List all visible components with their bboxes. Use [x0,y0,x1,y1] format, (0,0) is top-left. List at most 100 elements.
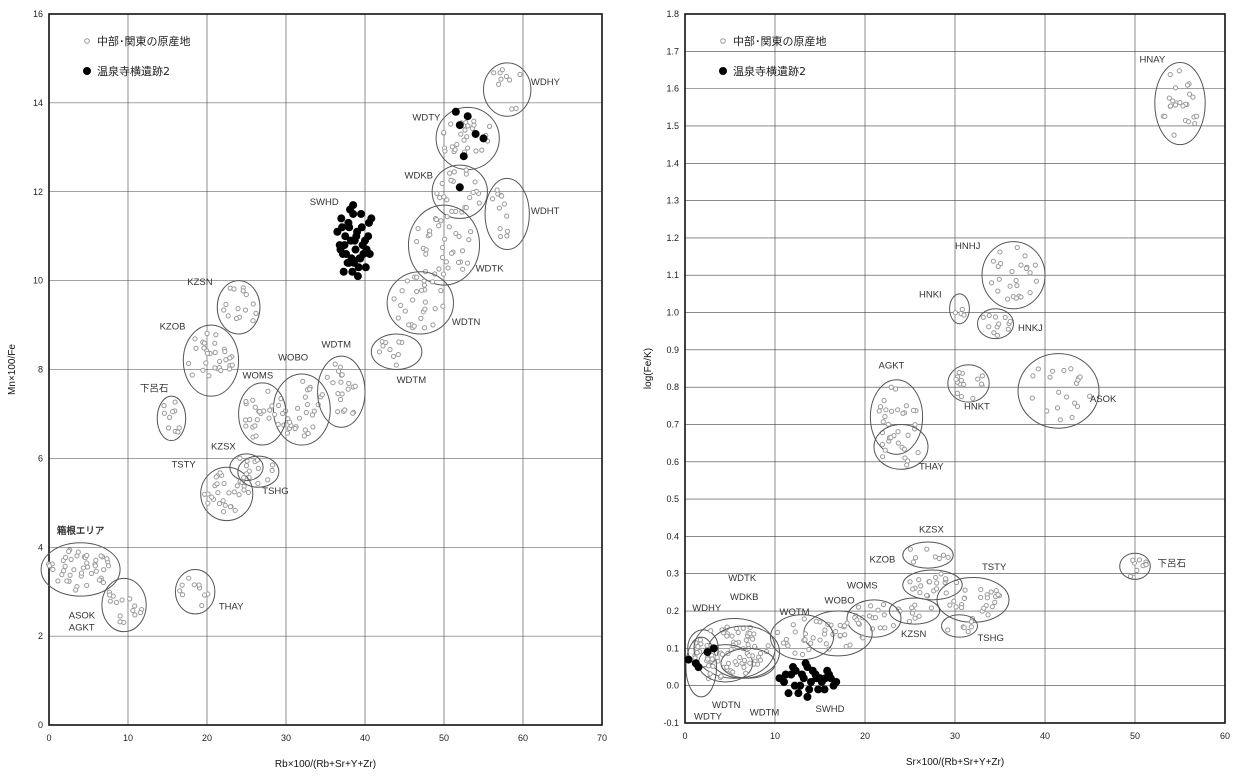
source-point [813,618,819,624]
source-point [757,657,764,663]
source-point [247,417,253,423]
source-point [216,358,223,365]
cluster-label: TSHG [262,486,288,497]
cluster-ellipse [1017,353,1100,429]
source-point [855,604,862,610]
source-point [952,310,958,316]
cluster-label: TSHG [978,633,1004,644]
y-tick-label: 14 [33,98,43,108]
source-point [217,470,223,476]
cluster-label: WOBO [278,353,308,364]
site-point [358,241,367,250]
source-point [1054,405,1061,411]
source-point [1166,95,1172,101]
source-point [743,670,749,676]
source-point [414,238,420,245]
source-point [422,299,428,305]
source-point [177,588,183,594]
source-point [212,349,218,356]
source-point [132,603,138,609]
source-point [961,381,967,388]
source-point [399,288,405,294]
source-point [1057,417,1063,423]
source-point [783,636,789,643]
source-point [714,654,720,661]
source-point [415,225,421,232]
source-point [881,397,887,404]
source-point [1030,373,1036,379]
source-point [780,640,787,646]
source-point [231,489,237,495]
source-point [705,656,711,662]
cluster-label: WDHT [531,206,560,217]
source-point [938,571,944,577]
legend-label-site: 温泉寺横遺跡2 [733,64,806,78]
source-point [1005,326,1011,332]
x-tick-label: 10 [770,731,780,741]
source-point [1167,103,1174,109]
source-point [234,483,240,489]
source-point [486,123,493,129]
source-point [1033,278,1040,284]
legend-marker-site [719,67,727,75]
source-point [910,559,916,565]
source-point [945,554,951,560]
source-point [287,419,293,425]
x-tick-label: 60 [1220,731,1230,741]
site-point [357,223,366,232]
y-axis-label: Mn×100/Fe [7,344,18,395]
source-point [310,424,316,430]
cluster-WDHY: WDHY [483,62,561,117]
cluster-SWHD: SWHD [310,197,339,208]
x-tick-label: 10 [123,733,133,743]
source-point [276,402,282,409]
source-point [1022,253,1028,259]
source-point [265,477,271,483]
cluster-KZOB: KZOB [160,322,240,397]
site-point [341,232,350,241]
site-point [832,677,841,686]
source-point [98,553,104,559]
source-point [907,579,913,585]
source-point [253,310,259,316]
source-point [93,557,99,563]
cluster-label: WDTY [412,113,441,124]
site-point [801,659,810,668]
source-point [750,636,756,642]
source-point [978,586,984,593]
source-point [1177,100,1183,106]
source-point [877,404,884,410]
source-point [215,490,221,496]
source-point [452,147,458,153]
source-point [137,610,144,616]
source-point [235,306,241,312]
site-point [451,107,460,116]
source-point [945,627,951,633]
source-point [439,244,446,251]
cluster-ellipse [936,576,1010,623]
cluster-ellipse [977,308,1014,340]
source-point [161,410,167,416]
source-point [250,397,256,403]
source-point [1069,414,1075,421]
site-point [684,655,693,664]
source-point [445,265,451,271]
source-point [257,408,263,415]
source-point [241,487,247,493]
source-point [1027,270,1033,276]
cluster-label: WDHY [531,77,561,88]
source-point [222,502,228,508]
cluster-WDTM: WDTM [370,333,426,386]
site-point [459,152,468,161]
cluster-ellipse [407,204,481,286]
site-point [336,245,345,254]
cluster-label: WDTY [694,711,723,722]
source-point [342,407,348,413]
source-point [1077,374,1083,380]
y-tick-label: 0 [38,720,43,730]
plot-frame [684,13,1226,724]
source-point [993,588,999,594]
site-point [455,183,464,192]
site-point [823,666,832,675]
